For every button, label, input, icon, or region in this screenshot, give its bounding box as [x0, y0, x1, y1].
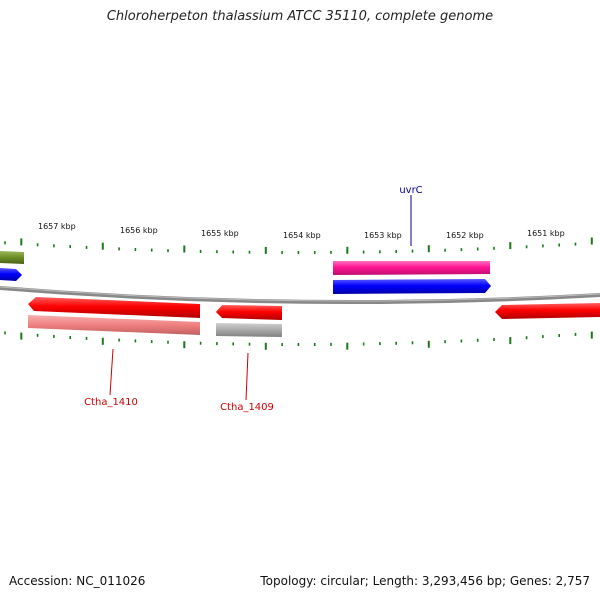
uvrC-gene-arrow[interactable] [333, 279, 491, 294]
scale-label-1651: 1651 kbp [527, 229, 565, 238]
ctha-1409-feature[interactable] [216, 323, 282, 337]
ctha-1409-label[interactable]: Ctha_1409 [220, 402, 274, 413]
map-title: Chloroherpeton thalassium ATCC 35110, co… [106, 9, 494, 24]
scale-label-1652: 1652 kbp [446, 231, 484, 240]
ctha-1409-label-line [245, 352, 249, 401]
uvrC-label[interactable]: uvrC [399, 185, 422, 196]
reverse-gene-right[interactable] [495, 303, 600, 319]
ctha-1410-gene-arrow[interactable] [28, 297, 200, 318]
accession-text: Accession: NC_011026 [9, 574, 146, 588]
scale-label-1655: 1655 kbp [201, 229, 239, 238]
backbone-highlight [0, 286, 600, 302]
scale-label-1657: 1657 kbp [38, 222, 76, 231]
outer-tick-ring [4, 237, 593, 254]
scale-label-1654: 1654 kbp [283, 231, 321, 240]
ctha-1409-gene-arrow[interactable] [216, 305, 282, 320]
scale-label-1656: 1656 kbp [120, 226, 158, 235]
genome-backbone [0, 286, 600, 305]
scale-label-1653: 1653 kbp [364, 231, 402, 240]
ctha-1410-label[interactable]: Ctha_1410 [84, 397, 138, 408]
ctha-1410-feature[interactable] [28, 315, 200, 335]
genome-summary-text: Topology: circular; Length: 3,293,456 bp… [260, 574, 590, 588]
uvrC-feature[interactable] [333, 261, 490, 275]
ctha-1410-label-line [109, 348, 114, 396]
olive-feature[interactable] [0, 251, 24, 264]
forward-gene-left[interactable] [0, 268, 22, 281]
inner-tick-ring [4, 331, 593, 350]
